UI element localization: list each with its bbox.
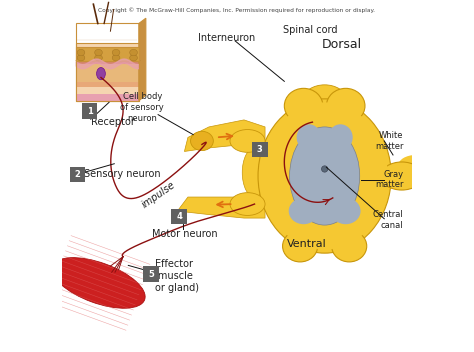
Text: Cell body
of sensory
neuron: Cell body of sensory neuron	[120, 92, 164, 123]
FancyBboxPatch shape	[76, 87, 139, 94]
Polygon shape	[139, 18, 146, 101]
Text: Receptor: Receptor	[91, 117, 136, 127]
Ellipse shape	[262, 102, 388, 250]
Ellipse shape	[112, 49, 120, 56]
Ellipse shape	[381, 162, 423, 190]
FancyBboxPatch shape	[76, 64, 139, 76]
Text: 5: 5	[148, 270, 154, 279]
FancyBboxPatch shape	[76, 82, 139, 87]
Text: Central
canal: Central canal	[373, 210, 403, 230]
Ellipse shape	[283, 230, 318, 262]
Text: Ventral: Ventral	[287, 239, 327, 249]
Ellipse shape	[293, 134, 356, 218]
Text: impulse: impulse	[139, 180, 177, 210]
Polygon shape	[184, 120, 265, 151]
Ellipse shape	[304, 85, 346, 113]
Text: Spinal cord: Spinal cord	[283, 25, 338, 36]
Ellipse shape	[331, 198, 361, 224]
Ellipse shape	[97, 68, 105, 80]
Ellipse shape	[77, 49, 85, 56]
Ellipse shape	[130, 49, 137, 56]
Ellipse shape	[242, 148, 267, 197]
FancyBboxPatch shape	[76, 61, 139, 64]
FancyBboxPatch shape	[76, 94, 139, 101]
FancyBboxPatch shape	[76, 43, 139, 101]
Ellipse shape	[398, 155, 433, 176]
Text: Gray
matter: Gray matter	[375, 170, 403, 189]
FancyBboxPatch shape	[82, 103, 98, 119]
Ellipse shape	[130, 55, 137, 61]
Text: Interneuron: Interneuron	[198, 32, 255, 43]
Ellipse shape	[328, 124, 353, 151]
Ellipse shape	[297, 124, 321, 151]
Text: Motor neuron: Motor neuron	[152, 229, 217, 239]
Text: White
matter: White matter	[375, 131, 403, 151]
Ellipse shape	[284, 88, 323, 124]
Ellipse shape	[258, 99, 391, 253]
Ellipse shape	[95, 49, 102, 56]
FancyBboxPatch shape	[76, 48, 139, 61]
Text: Dorsal: Dorsal	[322, 38, 362, 51]
FancyBboxPatch shape	[252, 142, 267, 157]
Text: Sensory neuron: Sensory neuron	[84, 169, 161, 179]
Polygon shape	[177, 190, 265, 218]
Ellipse shape	[289, 198, 319, 224]
Text: 1: 1	[87, 107, 93, 116]
Ellipse shape	[230, 193, 265, 215]
Ellipse shape	[230, 130, 265, 152]
FancyBboxPatch shape	[70, 166, 85, 182]
Ellipse shape	[321, 166, 328, 172]
FancyBboxPatch shape	[76, 76, 139, 82]
FancyBboxPatch shape	[144, 266, 159, 282]
Text: 2: 2	[74, 170, 81, 179]
Ellipse shape	[112, 55, 120, 61]
Ellipse shape	[290, 127, 360, 225]
Text: Copyright © The McGraw-Hill Companies, Inc. Permission required for reproduction: Copyright © The McGraw-Hill Companies, I…	[99, 8, 375, 13]
Ellipse shape	[52, 258, 145, 308]
Ellipse shape	[191, 131, 213, 151]
Text: 3: 3	[257, 145, 263, 154]
Text: Effector
(muscle
or gland): Effector (muscle or gland)	[155, 258, 199, 293]
Ellipse shape	[327, 88, 365, 124]
Ellipse shape	[332, 230, 367, 262]
Ellipse shape	[95, 55, 102, 61]
FancyBboxPatch shape	[172, 209, 187, 224]
Text: 4: 4	[176, 212, 182, 221]
Ellipse shape	[77, 55, 85, 61]
